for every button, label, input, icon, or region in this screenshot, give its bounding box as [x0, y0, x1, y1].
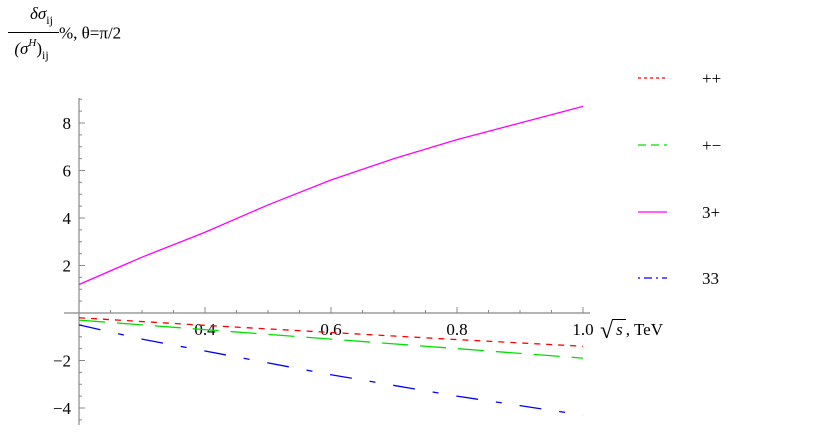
sqrt-icon: √ [600, 318, 614, 344]
y-tick-label: 6 [63, 162, 72, 181]
denominator-subscript: ij [41, 48, 49, 62]
legend-label: ++ [702, 69, 721, 88]
legend-label: 33 [702, 269, 719, 288]
denominator-superscript: H [28, 37, 37, 49]
y-tick-label: 4 [63, 209, 72, 228]
series-line-++ [78, 317, 584, 347]
series-line-+− [78, 319, 584, 359]
x-tick-label: 0.6 [320, 320, 341, 339]
legend-label: 3+ [702, 203, 720, 222]
y-tick-label: −4 [53, 399, 72, 418]
x-label-variable: s [613, 319, 626, 340]
y-label-numerator: δσij [8, 4, 59, 32]
series-line-33 [78, 324, 584, 416]
x-axis-label: √ s, TeV [600, 318, 663, 345]
legend-label: +− [702, 136, 721, 155]
y-label-denominator: (σH)ij [8, 32, 59, 63]
numerator-text: δσ [30, 4, 47, 23]
series-line-3+ [78, 105, 584, 286]
y-axis-fraction: δσij (σH)ij [8, 4, 59, 63]
x-tick-label: 1.0 [572, 320, 593, 339]
x-tick-label: 0.8 [446, 320, 467, 339]
y-tick-label: −2 [53, 352, 71, 371]
y-axis-label: δσij (σH)ij %, θ=π/2 [8, 4, 121, 63]
denominator-text: (σ [14, 39, 29, 58]
denominator-close: ) [36, 39, 42, 58]
numerator-subscript: ij [46, 13, 53, 27]
y-label-suffix: %, θ=π/2 [58, 23, 122, 43]
y-tick-label: 8 [63, 114, 72, 133]
y-tick-label: 2 [63, 257, 72, 276]
x-label-unit: , TeV [625, 320, 664, 339]
